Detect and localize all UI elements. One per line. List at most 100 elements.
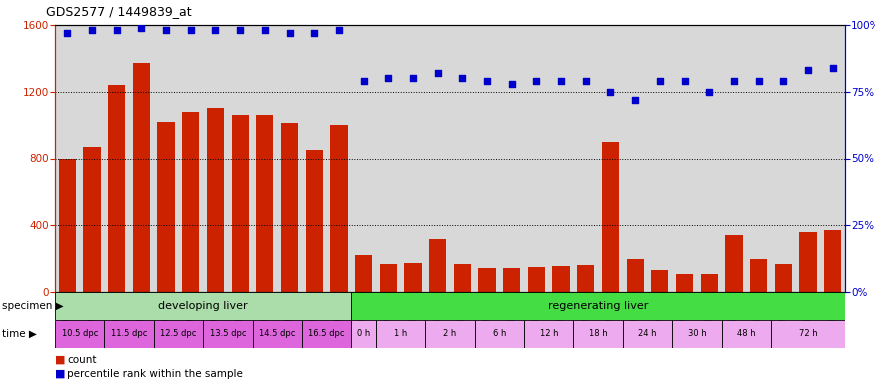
Point: [505, 81, 519, 87]
Bar: [108, 85, 125, 292]
Point: [283, 30, 297, 36]
Bar: [771, 320, 845, 348]
Bar: [104, 320, 154, 348]
Text: 18 h: 18 h: [589, 329, 607, 339]
Point: [529, 78, 543, 84]
Text: 12 h: 12 h: [540, 329, 558, 339]
Bar: [232, 115, 248, 292]
Bar: [206, 108, 224, 292]
Bar: [651, 270, 668, 292]
Point: [752, 78, 766, 84]
Bar: [253, 320, 302, 348]
Bar: [701, 274, 717, 292]
Point: [677, 78, 691, 84]
Point: [109, 27, 123, 33]
Bar: [380, 264, 397, 292]
Bar: [454, 264, 471, 292]
Bar: [404, 263, 422, 292]
Point: [703, 89, 717, 95]
Bar: [774, 264, 792, 292]
Point: [727, 78, 741, 84]
Bar: [475, 320, 524, 348]
Point: [184, 27, 198, 33]
Bar: [351, 292, 845, 320]
Bar: [59, 159, 76, 292]
Text: 14.5 dpc: 14.5 dpc: [259, 329, 296, 339]
Point: [258, 27, 272, 33]
Bar: [479, 268, 495, 292]
Bar: [158, 122, 175, 292]
Text: 16.5 dpc: 16.5 dpc: [308, 329, 345, 339]
Bar: [305, 150, 323, 292]
Point: [554, 78, 568, 84]
Point: [430, 70, 444, 76]
Bar: [602, 142, 620, 292]
Text: 10.5 dpc: 10.5 dpc: [61, 329, 98, 339]
Bar: [182, 112, 200, 292]
Bar: [725, 235, 743, 292]
Point: [628, 97, 642, 103]
Point: [480, 78, 494, 84]
Point: [826, 65, 840, 71]
Point: [159, 27, 173, 33]
Bar: [133, 63, 150, 292]
Text: ■: ■: [55, 369, 66, 379]
Point: [135, 25, 149, 31]
Text: 24 h: 24 h: [638, 329, 657, 339]
Text: 12.5 dpc: 12.5 dpc: [160, 329, 197, 339]
Point: [382, 75, 396, 81]
Bar: [55, 292, 351, 320]
Point: [60, 30, 74, 36]
Bar: [256, 115, 274, 292]
Text: 48 h: 48 h: [737, 329, 756, 339]
Point: [85, 27, 99, 33]
Bar: [154, 320, 203, 348]
Text: 11.5 dpc: 11.5 dpc: [111, 329, 147, 339]
Text: ■: ■: [55, 355, 66, 365]
Text: regenerating liver: regenerating liver: [548, 301, 648, 311]
Bar: [626, 260, 644, 292]
Bar: [524, 320, 573, 348]
Point: [406, 75, 420, 81]
Point: [801, 67, 815, 73]
Bar: [83, 147, 101, 292]
Point: [332, 27, 346, 33]
Bar: [351, 320, 376, 348]
Bar: [330, 125, 347, 292]
Bar: [750, 259, 767, 292]
Bar: [503, 268, 521, 292]
Text: GDS2577 / 1449839_at: GDS2577 / 1449839_at: [46, 5, 192, 18]
Text: count: count: [67, 355, 96, 365]
Bar: [355, 255, 372, 292]
Point: [307, 30, 321, 36]
Point: [604, 89, 618, 95]
Text: 0 h: 0 h: [357, 329, 370, 339]
Bar: [429, 238, 446, 292]
Bar: [281, 124, 298, 292]
Text: 30 h: 30 h: [688, 329, 706, 339]
Text: 72 h: 72 h: [799, 329, 817, 339]
Text: 6 h: 6 h: [493, 329, 506, 339]
Point: [233, 27, 247, 33]
Bar: [800, 232, 816, 292]
Bar: [824, 230, 841, 292]
Point: [455, 75, 469, 81]
Bar: [623, 320, 672, 348]
Point: [208, 27, 222, 33]
Text: percentile rank within the sample: percentile rank within the sample: [67, 369, 243, 379]
Point: [653, 78, 667, 84]
Text: 2 h: 2 h: [444, 329, 457, 339]
Point: [357, 78, 371, 84]
Bar: [425, 320, 475, 348]
Bar: [55, 320, 104, 348]
Bar: [376, 320, 425, 348]
Bar: [676, 274, 693, 292]
Bar: [203, 320, 253, 348]
Text: 13.5 dpc: 13.5 dpc: [210, 329, 246, 339]
Bar: [573, 320, 623, 348]
Text: developing liver: developing liver: [158, 301, 248, 311]
Bar: [578, 265, 594, 292]
Point: [578, 78, 592, 84]
Text: specimen ▶: specimen ▶: [2, 301, 63, 311]
Point: [776, 78, 790, 84]
